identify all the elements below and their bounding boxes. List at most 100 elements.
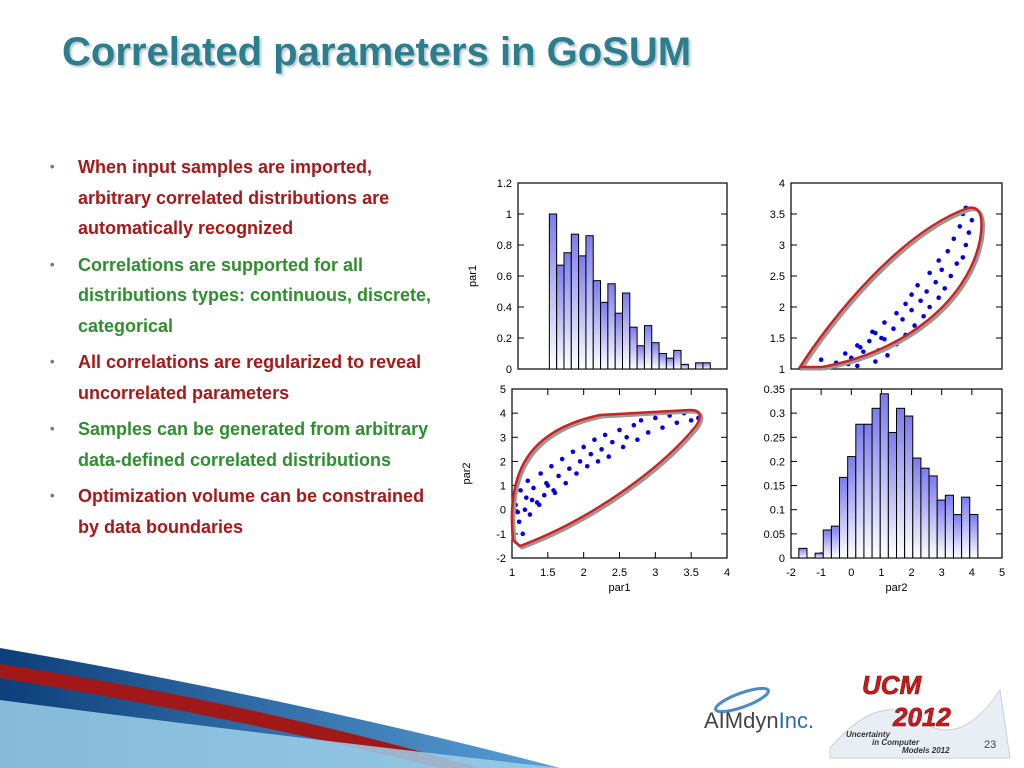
scatter-point bbox=[855, 363, 860, 369]
scatter-point bbox=[915, 283, 920, 288]
scatter-point bbox=[638, 418, 644, 423]
scatter-point bbox=[912, 323, 917, 328]
scatter-point bbox=[960, 255, 966, 260]
brand-swoosh bbox=[714, 686, 770, 714]
conf-name: UCM bbox=[862, 670, 923, 700]
scatter-point bbox=[951, 236, 957, 242]
scatter-point bbox=[515, 509, 521, 515]
histogram-bar bbox=[680, 363, 689, 370]
histogram-bar bbox=[952, 514, 963, 559]
histogram-bar bbox=[928, 475, 938, 559]
histogram-bar bbox=[855, 423, 865, 559]
scatter-point bbox=[518, 488, 523, 493]
x-tick-label: 2 bbox=[581, 567, 587, 579]
scatter-point bbox=[524, 495, 529, 500]
scatter-point bbox=[969, 217, 975, 223]
histogram-bar bbox=[969, 514, 979, 559]
scatter-point bbox=[516, 519, 522, 525]
y-tick-label: -2 bbox=[496, 553, 506, 565]
y-tick-label: 0.2 bbox=[497, 333, 512, 345]
scatter-point bbox=[903, 301, 908, 307]
x-tick-label: 3 bbox=[939, 567, 945, 579]
y-tick-label: 1 bbox=[506, 209, 512, 221]
y-axis-label: par1 bbox=[467, 265, 479, 287]
histogram-bar bbox=[912, 457, 922, 559]
bullet: All correlations are regularized to reve… bbox=[50, 347, 450, 408]
y-tick-label: 0 bbox=[506, 364, 512, 376]
histogram-bar bbox=[578, 255, 587, 370]
histogram-bar bbox=[702, 362, 711, 370]
swoosh-light bbox=[0, 700, 560, 768]
y-tick-label: 0.6 bbox=[497, 271, 512, 283]
y-tick-label: 3 bbox=[500, 432, 506, 444]
scatter-point bbox=[885, 353, 890, 358]
y-axis-label: par2 bbox=[461, 462, 473, 484]
scatter-point bbox=[936, 258, 941, 263]
scatter-point bbox=[645, 430, 651, 435]
brand-name: AIMdynInc. bbox=[704, 708, 814, 733]
scatter-point bbox=[599, 447, 604, 452]
histogram-bar bbox=[904, 415, 914, 559]
scatter-point bbox=[577, 459, 583, 464]
scatter-point bbox=[567, 466, 572, 471]
scatter-point bbox=[688, 418, 694, 423]
histogram-bar bbox=[847, 456, 857, 559]
scatter-point bbox=[861, 349, 866, 354]
scatter-point bbox=[617, 427, 622, 433]
scatter-point bbox=[842, 351, 848, 356]
scatter-point bbox=[529, 497, 535, 503]
charts: 0 0.2 0.4 0.6 0.8 1 1.2 par1 1 1.5 2 2.5 3 3.5 4 -2 -1 0 1… bbox=[461, 178, 1005, 594]
histogram-bar bbox=[695, 362, 704, 370]
bullet: Optimization volume can be constrained b… bbox=[50, 481, 450, 542]
y-tick-label: 2 bbox=[779, 302, 785, 314]
histogram-bar bbox=[548, 213, 558, 370]
scatter-point bbox=[525, 478, 531, 484]
conf-line: in Computer bbox=[872, 738, 920, 747]
histogram-bar bbox=[658, 353, 667, 370]
conf-line: Uncertainty bbox=[846, 730, 891, 739]
boundary-shadow bbox=[799, 208, 985, 371]
scatter-point bbox=[570, 449, 576, 455]
scatter-point bbox=[966, 230, 972, 235]
histogram-bar bbox=[622, 292, 631, 370]
histogram-bar bbox=[570, 233, 580, 370]
histogram-bar bbox=[629, 326, 638, 370]
histogram-bar bbox=[936, 499, 946, 559]
scatter-point bbox=[631, 422, 637, 428]
histogram-bar bbox=[592, 280, 602, 370]
scatter-point bbox=[945, 248, 951, 254]
scatter-point bbox=[939, 267, 945, 273]
y-tick-label: 0.05 bbox=[764, 529, 785, 541]
surface-plot bbox=[829, 688, 1011, 759]
scatter-point bbox=[882, 320, 887, 325]
data-boundary bbox=[797, 206, 983, 369]
x-tick-label: -1 bbox=[816, 567, 826, 579]
y-tick-label: 0.8 bbox=[497, 240, 512, 252]
scatter-point bbox=[963, 242, 969, 248]
y-tick-label: 0.35 bbox=[764, 384, 785, 396]
scatter-point bbox=[957, 224, 963, 229]
scatter-point bbox=[549, 463, 554, 469]
histogram-bar bbox=[839, 476, 849, 559]
scatter-point bbox=[873, 330, 878, 336]
scatter-point bbox=[635, 437, 640, 443]
histogram-bar bbox=[863, 423, 873, 559]
histogram-bar bbox=[798, 547, 808, 559]
histogram-bar bbox=[643, 325, 653, 370]
scatter-point bbox=[556, 473, 561, 479]
scatter-point bbox=[544, 480, 549, 486]
y-tick-label: 0.2 bbox=[770, 456, 785, 468]
data-boundary bbox=[510, 408, 702, 548]
x-tick-label: -2 bbox=[786, 567, 796, 579]
scatter-point bbox=[592, 437, 597, 443]
scatter-point bbox=[563, 480, 569, 486]
scatter-point bbox=[620, 444, 626, 450]
y-tick-label: 1 bbox=[779, 364, 785, 376]
scatter-point bbox=[602, 432, 608, 438]
histogram-bar bbox=[822, 529, 832, 559]
histogram-bar bbox=[585, 235, 594, 370]
y-tick-label: 1.5 bbox=[770, 333, 785, 345]
conf-line: Models 2012 bbox=[902, 746, 950, 755]
scatter-point bbox=[924, 289, 929, 294]
histogram-bar bbox=[556, 264, 565, 370]
